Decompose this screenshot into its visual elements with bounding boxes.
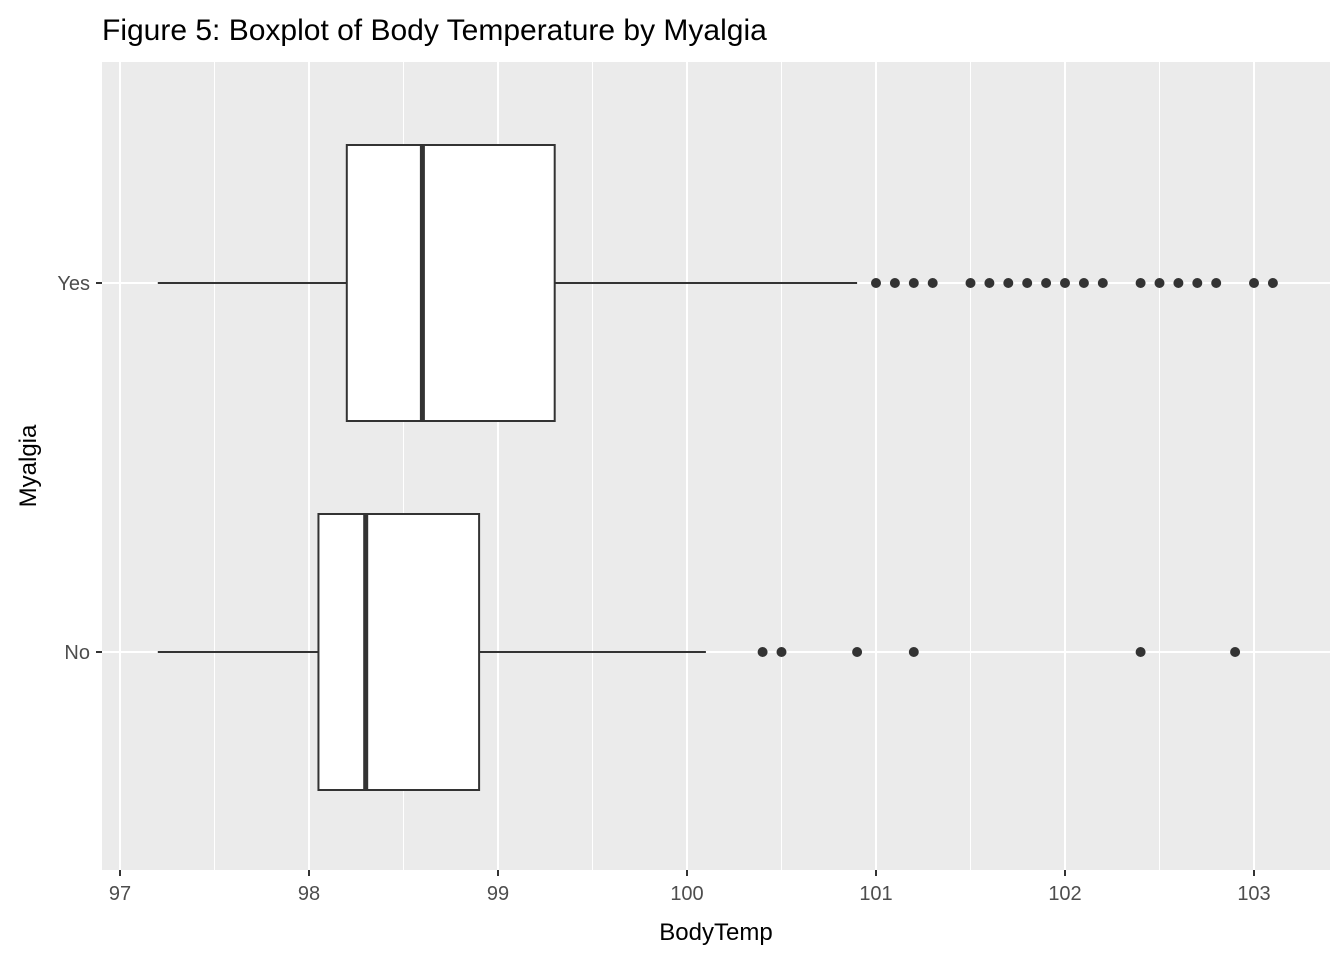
outlier-point xyxy=(871,278,881,288)
box-iqr xyxy=(345,144,556,422)
outlier-point xyxy=(927,278,938,288)
outlier-point xyxy=(852,647,863,657)
outlier-point xyxy=(1192,278,1203,288)
outlier-point xyxy=(908,647,919,657)
outlier-point xyxy=(1003,278,1014,288)
x-tick-label: 98 xyxy=(298,883,320,905)
y-axis-title: Myalgia xyxy=(15,424,42,507)
x-tick-label: 103 xyxy=(1237,883,1270,905)
outlier-point xyxy=(1060,278,1070,288)
outlier-point xyxy=(1022,278,1033,288)
x-tick-label: 102 xyxy=(1048,883,1081,905)
box-iqr xyxy=(317,513,481,791)
outlier-point xyxy=(889,278,900,288)
outlier-point xyxy=(1249,278,1259,288)
outlier-point xyxy=(1135,647,1146,657)
outlier-point xyxy=(1135,278,1146,288)
outlier-point xyxy=(1211,278,1222,288)
outlier-point xyxy=(776,647,787,657)
x-axis-title: BodyTemp xyxy=(659,919,772,946)
y-tick-label-yes: Yes xyxy=(57,273,90,295)
x-tick-label: 97 xyxy=(109,883,131,905)
outlier-point xyxy=(1097,278,1108,288)
chart-title: Figure 5: Boxplot of Body Temperature by… xyxy=(102,14,767,47)
x-tick-label: 100 xyxy=(670,883,703,905)
axes: 97 98 99 100 101 102 103 No Yes xyxy=(57,273,1270,905)
outlier-point xyxy=(1041,278,1052,288)
x-tick-label: 101 xyxy=(859,883,892,905)
box-group-no xyxy=(157,513,1241,791)
outlier-point xyxy=(757,647,768,657)
x-tick-label: 99 xyxy=(487,883,509,905)
outlier-point xyxy=(908,278,919,288)
outlier-point xyxy=(1173,278,1184,288)
outlier-point xyxy=(1267,278,1278,288)
outlier-point xyxy=(1078,278,1089,288)
box-group-yes xyxy=(157,144,1278,422)
outlier-point xyxy=(965,278,976,288)
box-layer xyxy=(157,144,1278,791)
outlier-point xyxy=(1230,647,1241,657)
outlier-point xyxy=(984,278,995,288)
outlier-point xyxy=(1154,278,1165,288)
plot-panel xyxy=(102,62,1330,870)
y-tick-label-no: No xyxy=(64,642,90,664)
